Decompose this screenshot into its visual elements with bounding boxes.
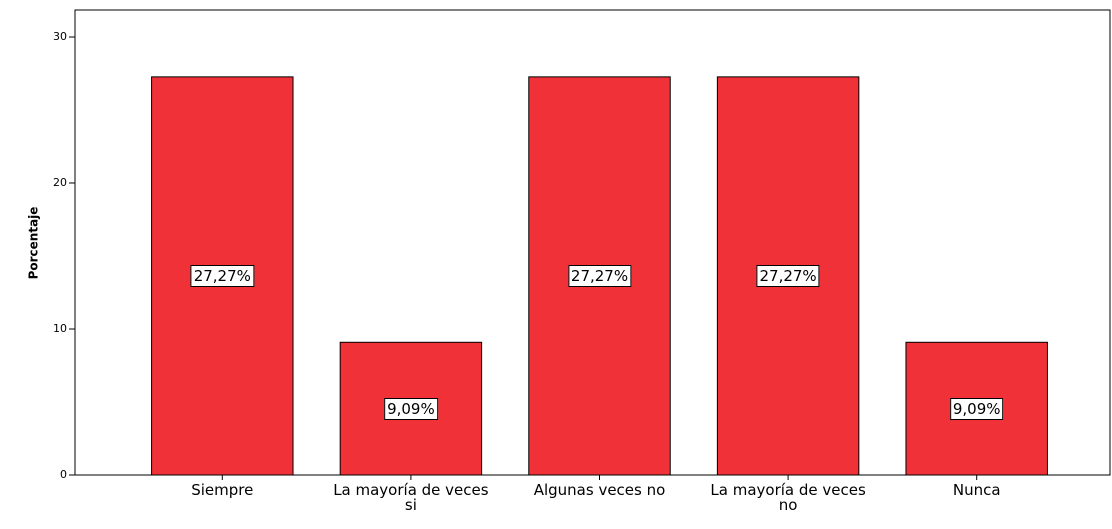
y-axis-label: Porcentaje: [27, 207, 41, 280]
value-label: 27,27%: [756, 264, 820, 287]
value-label: 27,27%: [567, 264, 632, 287]
x-tick-label: Siempre: [191, 481, 254, 499]
x-tick-label: La mayoría de veces no: [710, 481, 866, 514]
value-label: 9,09%: [949, 397, 1004, 420]
y-tick-label: 30: [53, 30, 67, 43]
x-tick-label: Algunas veces no: [533, 481, 666, 499]
y-tick-label: 0: [60, 468, 67, 481]
x-tick-label: Nunca: [952, 481, 1001, 499]
x-tick-label: La mayoría de veces si: [333, 481, 489, 514]
value-label: 9,09%: [384, 397, 438, 420]
y-tick-label: 10: [53, 322, 67, 335]
y-tick-label: 20: [53, 176, 67, 189]
value-label: 27,27%: [190, 264, 254, 287]
